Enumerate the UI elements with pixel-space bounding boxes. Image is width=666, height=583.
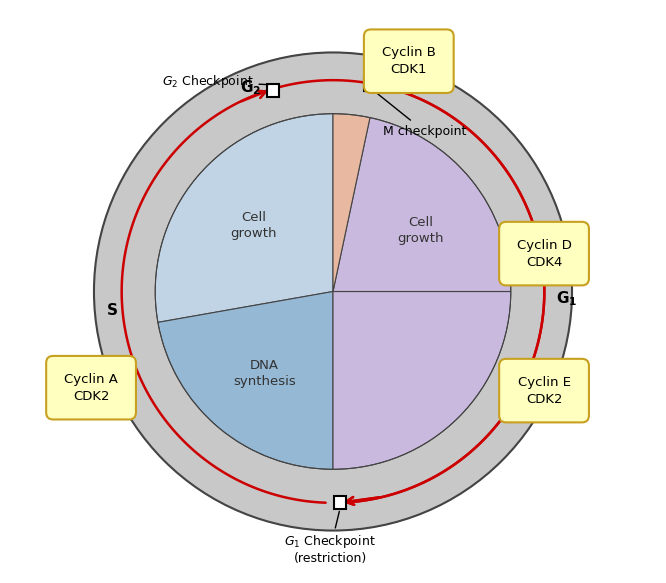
Wedge shape bbox=[333, 114, 370, 292]
Text: $\mathbf{S}$: $\mathbf{S}$ bbox=[106, 302, 118, 318]
Wedge shape bbox=[333, 292, 511, 469]
Bar bbox=[334, 496, 346, 508]
FancyBboxPatch shape bbox=[364, 30, 454, 93]
Bar bbox=[364, 78, 377, 91]
Text: $G_2$ Checkpoint: $G_2$ Checkpoint bbox=[162, 73, 268, 90]
Text: Cell
growth: Cell growth bbox=[397, 216, 444, 245]
Text: M checkpoint: M checkpoint bbox=[378, 94, 466, 138]
Text: $\mathbf{G_2}$: $\mathbf{G_2}$ bbox=[240, 78, 260, 97]
Text: Cell
growth: Cell growth bbox=[230, 210, 277, 240]
Wedge shape bbox=[333, 118, 511, 292]
Text: Cyclin A
CDK2: Cyclin A CDK2 bbox=[64, 373, 118, 403]
Text: $\mathbf{G_1}$: $\mathbf{G_1}$ bbox=[556, 290, 577, 308]
Wedge shape bbox=[155, 114, 333, 322]
FancyBboxPatch shape bbox=[499, 222, 589, 286]
Text: Cyclin B
CDK1: Cyclin B CDK1 bbox=[382, 46, 436, 76]
Circle shape bbox=[94, 52, 572, 531]
Circle shape bbox=[155, 114, 511, 469]
Text: Cyclin E
CDK2: Cyclin E CDK2 bbox=[517, 375, 571, 406]
Text: Cyclin D
CDK4: Cyclin D CDK4 bbox=[517, 238, 571, 269]
FancyBboxPatch shape bbox=[46, 356, 136, 420]
Bar bbox=[266, 84, 279, 97]
Text: DNA
synthesis: DNA synthesis bbox=[233, 359, 296, 388]
Wedge shape bbox=[158, 292, 333, 469]
Text: $G_1$ Checkpoint
(restriction): $G_1$ Checkpoint (restriction) bbox=[284, 511, 376, 566]
FancyBboxPatch shape bbox=[499, 359, 589, 422]
